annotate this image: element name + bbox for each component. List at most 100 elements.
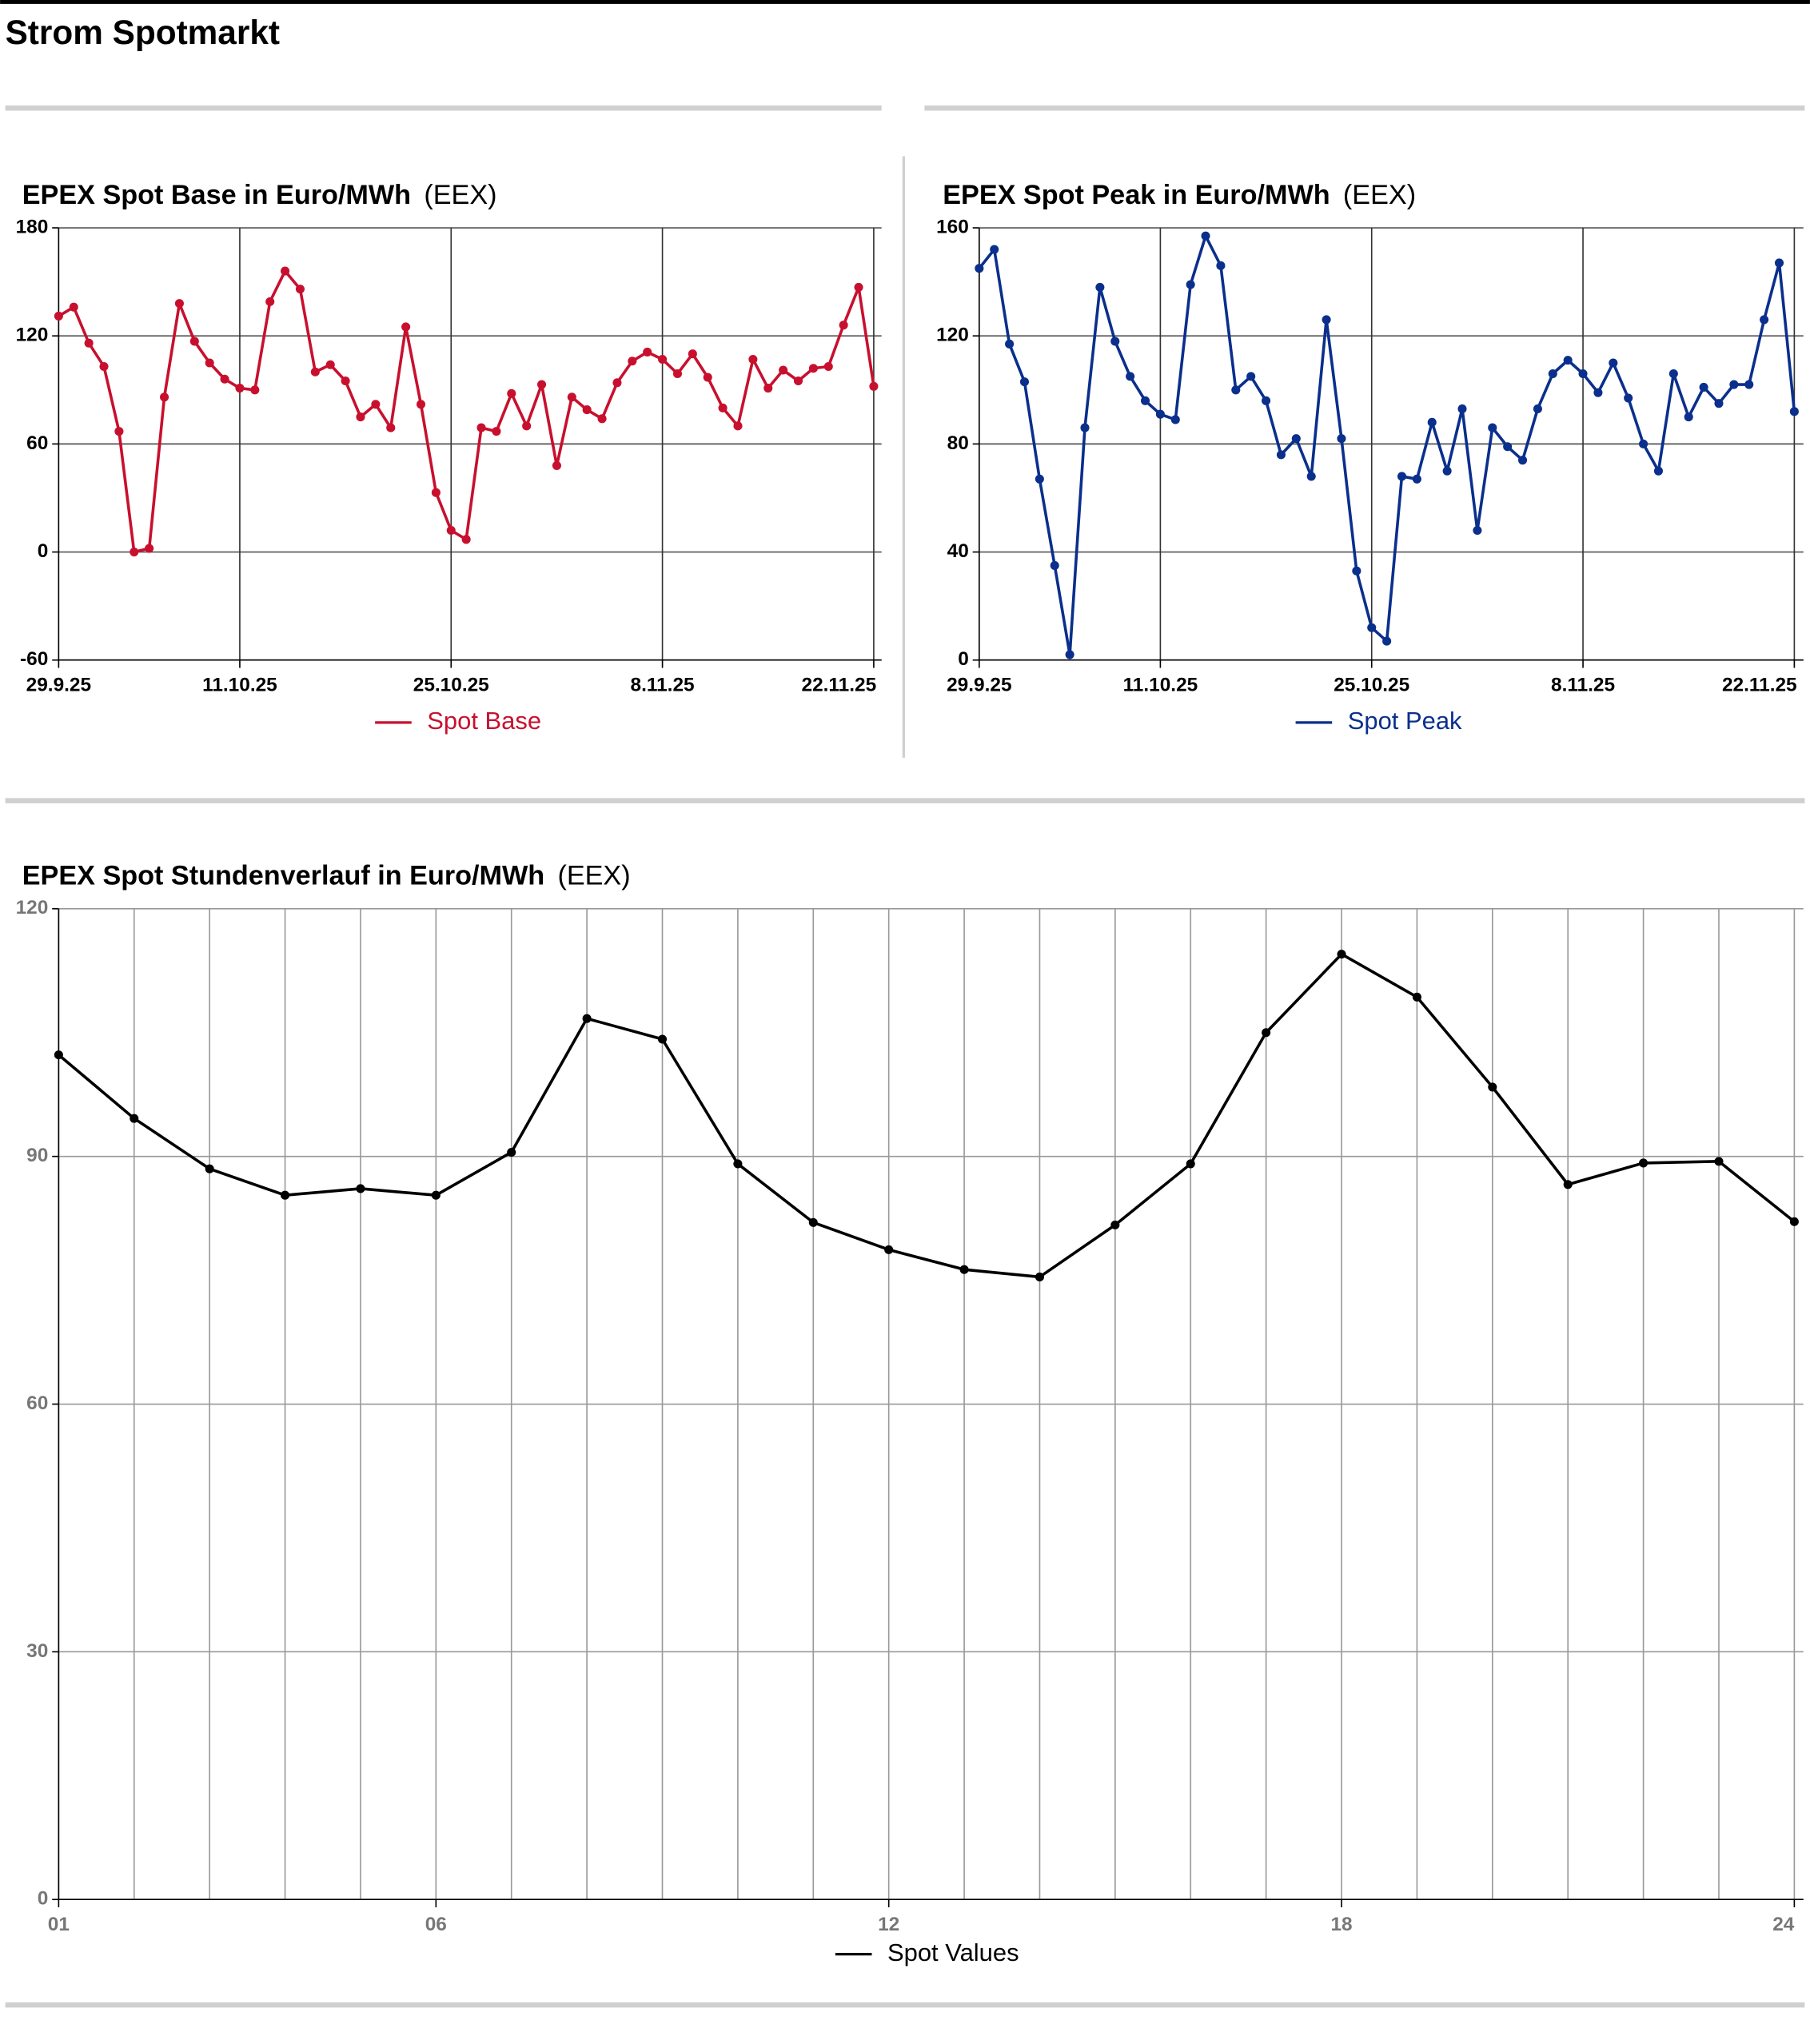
data-point <box>130 548 139 557</box>
y-tick-label: 60 <box>26 1393 48 1414</box>
data-point <box>431 1190 441 1200</box>
data-point <box>174 299 184 309</box>
data-point <box>446 525 456 536</box>
data-point <box>1412 992 1421 1002</box>
page-title: Strom Spotmarkt <box>6 14 280 51</box>
data-point <box>522 421 532 431</box>
data-point <box>597 414 607 424</box>
data-point <box>1548 369 1557 379</box>
chart-source: (EEX) <box>1343 180 1416 210</box>
data-point <box>1789 407 1799 416</box>
divider <box>924 105 1805 111</box>
y-tick-label: 40 <box>947 540 969 562</box>
data-point <box>975 264 984 273</box>
top-rule <box>0 0 1810 4</box>
y-tick-label: 180 <box>16 216 49 237</box>
x-tick-label: 29.9.25 <box>947 675 1011 696</box>
chart-title-main: EPEX Spot Peak in Euro/MWh <box>943 180 1330 210</box>
data-point <box>537 380 547 389</box>
data-point <box>1231 385 1241 395</box>
data-point <box>733 1159 743 1169</box>
data-point <box>1170 415 1180 424</box>
y-tick-label: 90 <box>26 1145 48 1166</box>
data-point <box>657 1034 668 1044</box>
data-point <box>1488 1082 1497 1092</box>
data-point <box>325 360 335 369</box>
data-point <box>1126 372 1135 381</box>
data-point <box>159 392 169 402</box>
chart-title: EPEX Spot Base in Euro/MWh (EEX) <box>22 180 497 210</box>
data-point <box>1457 404 1467 413</box>
data-point <box>1729 380 1739 389</box>
data-point <box>582 405 592 415</box>
data-point <box>1110 337 1120 346</box>
data-point <box>854 282 863 292</box>
data-point <box>1095 282 1105 292</box>
data-point <box>99 361 109 372</box>
data-point <box>1382 636 1392 646</box>
data-point <box>1035 1272 1044 1281</box>
data-point <box>205 1164 214 1173</box>
data-point <box>1639 439 1649 448</box>
data-point <box>1186 280 1195 289</box>
data-point <box>476 423 486 432</box>
data-point <box>1005 339 1015 349</box>
data-point <box>1291 434 1301 444</box>
y-tick-label: 120 <box>16 325 49 346</box>
data-point <box>823 361 833 372</box>
data-point <box>507 1147 516 1157</box>
data-point <box>1593 388 1603 397</box>
data-point <box>628 357 637 366</box>
data-point <box>748 354 758 365</box>
data-point <box>1412 474 1421 484</box>
data-point <box>1140 396 1150 405</box>
chart: EPEX Spot Peak in Euro/MWh (EEX) 0 40 80 120 1… <box>936 180 1804 735</box>
x-tick-label: 29.9.25 <box>26 675 91 696</box>
data-point <box>688 349 697 359</box>
data-point <box>386 423 396 432</box>
x-tick-label: 8.11.25 <box>1551 675 1615 696</box>
series-line <box>978 234 1796 656</box>
data-point <box>341 376 350 386</box>
series-line <box>58 952 1796 1279</box>
data-point <box>612 378 622 388</box>
data-point <box>582 1014 592 1023</box>
x-tick-label: 25.10.25 <box>413 675 489 696</box>
data-point <box>1322 315 1331 325</box>
x-tick-label: 11.10.25 <box>1123 675 1198 696</box>
data-point <box>371 400 381 409</box>
data-point <box>1639 1158 1649 1168</box>
divider <box>5 105 882 111</box>
chart: EPEX Spot Base in Euro/MWh (EEX) -60 0 60 120… <box>16 180 882 735</box>
data-point <box>1488 423 1497 432</box>
data-point <box>205 358 214 368</box>
x-tick-label: 22.11.25 <box>802 675 877 696</box>
series-line <box>58 269 875 554</box>
data-point <box>1578 369 1588 379</box>
data-point <box>884 1245 894 1254</box>
data-point <box>1110 1220 1120 1229</box>
data-point <box>1624 393 1633 403</box>
y-tick-label: 60 <box>26 432 48 454</box>
data-point <box>431 488 441 497</box>
y-tick-label: 0 <box>958 648 969 670</box>
data-point <box>356 1184 365 1193</box>
data-point <box>959 1265 969 1274</box>
data-point <box>1367 623 1377 632</box>
data-point <box>1397 472 1407 481</box>
data-point <box>839 321 848 330</box>
y-tick-label: 0 <box>38 540 49 562</box>
data-point <box>1684 412 1693 422</box>
data-point <box>1442 466 1452 476</box>
data-point <box>54 311 63 321</box>
y-tick-label: 120 <box>936 325 969 346</box>
data-point <box>1262 396 1271 405</box>
data-point <box>703 373 712 382</box>
data-point <box>1653 466 1663 476</box>
data-point <box>1186 1159 1195 1169</box>
divider <box>5 2002 1805 2008</box>
data-point <box>869 381 879 391</box>
data-point <box>793 376 803 386</box>
data-point <box>1035 474 1044 484</box>
data-point <box>718 403 728 412</box>
